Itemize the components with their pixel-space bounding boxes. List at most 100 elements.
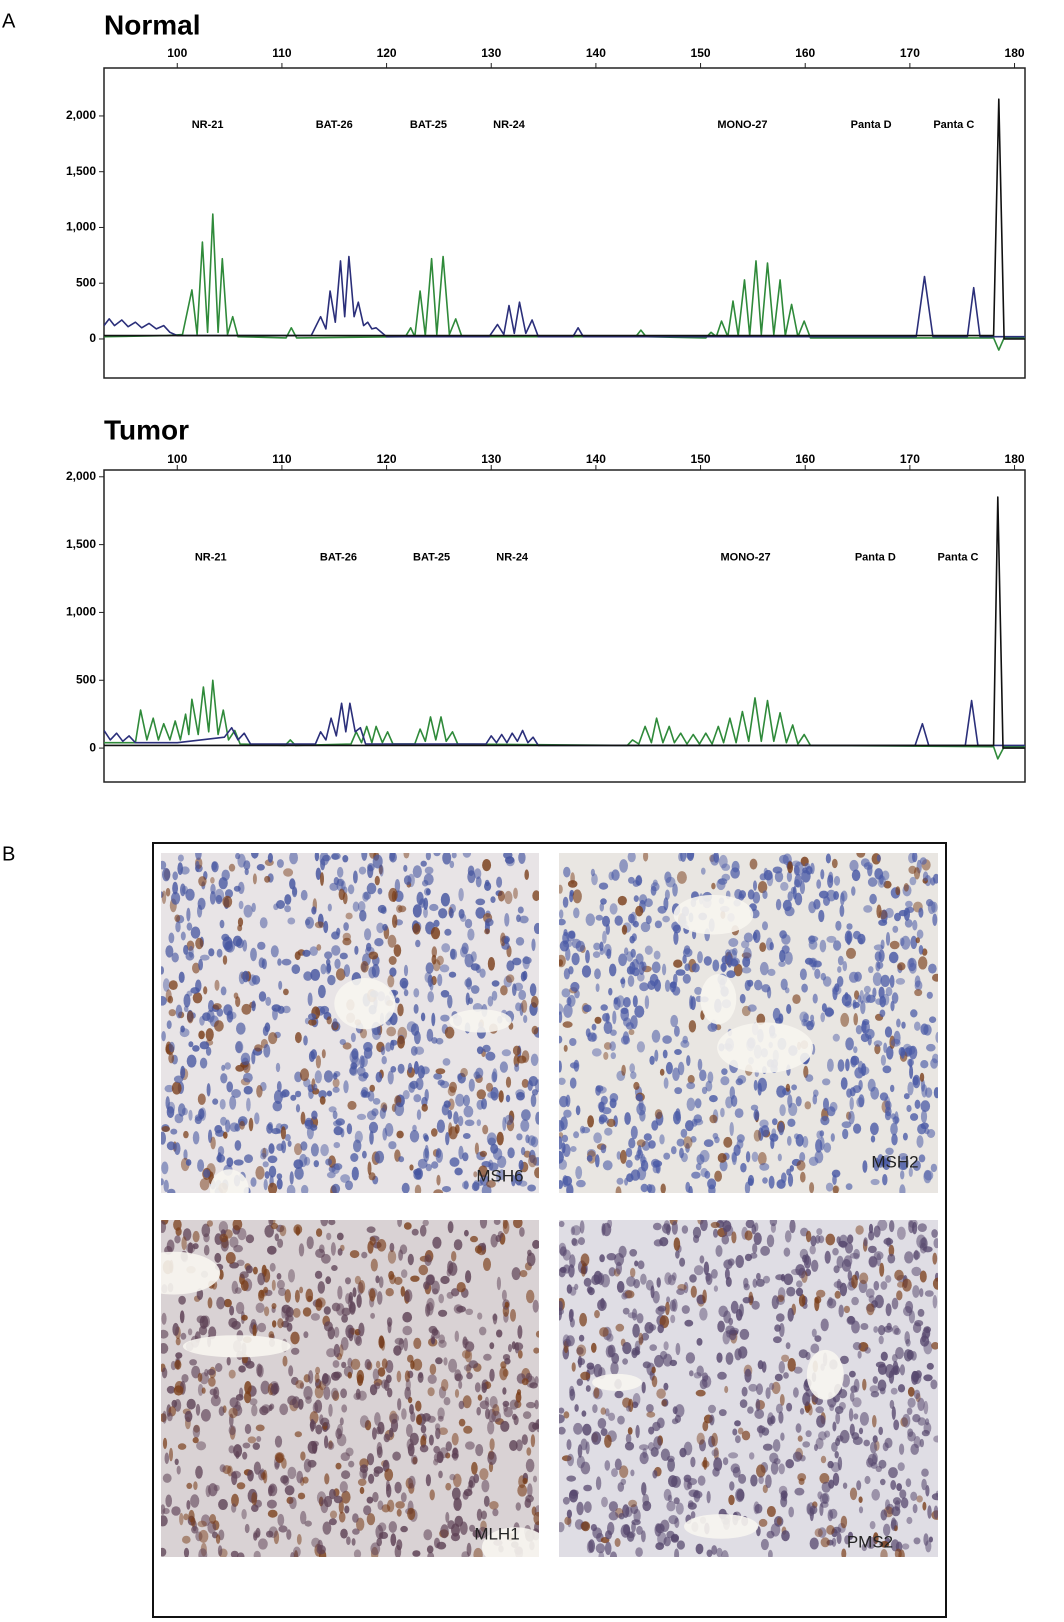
nucleus (608, 1412, 616, 1422)
nucleus (840, 1515, 848, 1529)
nucleus (767, 968, 776, 977)
nucleus (251, 1000, 256, 1012)
nucleus (880, 1478, 886, 1486)
nucleus (919, 857, 927, 865)
nucleus (345, 1324, 355, 1339)
nucleus (500, 985, 508, 996)
nucleus (785, 1083, 791, 1092)
nucleus (517, 906, 524, 914)
nucleus (627, 853, 636, 863)
nucleus (491, 1410, 502, 1423)
nucleus (867, 864, 873, 877)
nucleus (918, 907, 924, 918)
nucleus (493, 1220, 501, 1225)
nucleus (529, 983, 537, 997)
nucleus (836, 1255, 844, 1269)
nucleus (673, 959, 683, 968)
nucleus (438, 1386, 447, 1399)
nucleus (208, 1000, 215, 1013)
nucleus (176, 1465, 181, 1475)
nucleus (702, 1459, 707, 1468)
nucleus (402, 1090, 410, 1100)
nucleus (400, 1286, 405, 1297)
nucleus (503, 1406, 513, 1418)
nucleus (794, 1487, 805, 1496)
nucleus (235, 996, 241, 1008)
nucleus (831, 1537, 837, 1547)
nucleus (851, 1274, 858, 1289)
nucleus (295, 1090, 302, 1098)
nucleus (161, 1031, 166, 1042)
nucleus (910, 1491, 918, 1502)
nucleus (387, 975, 395, 988)
nucleus (774, 871, 784, 883)
nucleus (831, 1169, 841, 1178)
nucleus (168, 980, 178, 990)
nucleus (216, 948, 223, 958)
nucleus (448, 1262, 458, 1276)
nucleus (533, 1511, 539, 1526)
nucleus (917, 1223, 927, 1232)
nucleus (608, 1267, 616, 1277)
nucleus (652, 1222, 662, 1231)
nucleus (502, 1220, 510, 1235)
nucleus (659, 1068, 665, 1076)
nucleus (241, 1314, 248, 1321)
nucleus (880, 974, 890, 988)
nucleus (765, 1387, 771, 1399)
nucleus (294, 1143, 303, 1156)
nucleus (366, 1513, 376, 1526)
annotation: BAT-26 (316, 119, 353, 131)
nucleus (726, 954, 733, 968)
nucleus (364, 928, 372, 941)
nucleus (655, 1523, 665, 1534)
nucleus (753, 1109, 760, 1121)
nucleus (826, 935, 837, 943)
nucleus (610, 1029, 617, 1036)
nucleus (257, 1322, 267, 1333)
nucleus (318, 1090, 327, 1099)
nucleus (889, 1220, 895, 1233)
nucleus (198, 1030, 205, 1040)
nucleus (872, 987, 877, 998)
nucleus (387, 1387, 393, 1398)
nucleus (292, 1308, 301, 1318)
nucleus (353, 1392, 362, 1401)
nucleus (930, 1379, 938, 1390)
nucleus (912, 1503, 918, 1514)
nucleus (347, 1100, 357, 1110)
nucleus (254, 1112, 260, 1125)
nucleus (237, 917, 244, 927)
nucleus (359, 910, 367, 922)
nucleus (882, 993, 890, 1006)
nucleus (503, 853, 513, 860)
nucleus (264, 875, 271, 883)
nucleus (631, 1308, 638, 1321)
nucleus (379, 1107, 386, 1120)
nucleus (404, 1386, 412, 1400)
nucleus (233, 885, 241, 892)
nucleus (699, 1378, 708, 1390)
nucleus (318, 984, 326, 999)
nucleus (434, 1423, 441, 1431)
nucleus (397, 1220, 402, 1228)
nucleus (316, 944, 322, 951)
nucleus (407, 1354, 414, 1363)
nucleus (376, 1239, 387, 1252)
nucleus (498, 1090, 504, 1103)
nucleus (611, 1468, 618, 1478)
nucleus (377, 1421, 385, 1435)
nucleus (192, 1230, 200, 1243)
nucleus (795, 1096, 802, 1107)
x-tick-label: 110 (272, 46, 292, 60)
nucleus (896, 1483, 902, 1492)
nucleus (567, 880, 578, 888)
nucleus (517, 1325, 523, 1339)
nucleus (378, 1532, 384, 1540)
nucleus (559, 1246, 567, 1257)
nucleus (389, 853, 397, 863)
nucleus (181, 1236, 187, 1251)
nucleus (872, 1452, 878, 1465)
nucleus (873, 1251, 884, 1261)
nucleus (574, 1404, 579, 1412)
